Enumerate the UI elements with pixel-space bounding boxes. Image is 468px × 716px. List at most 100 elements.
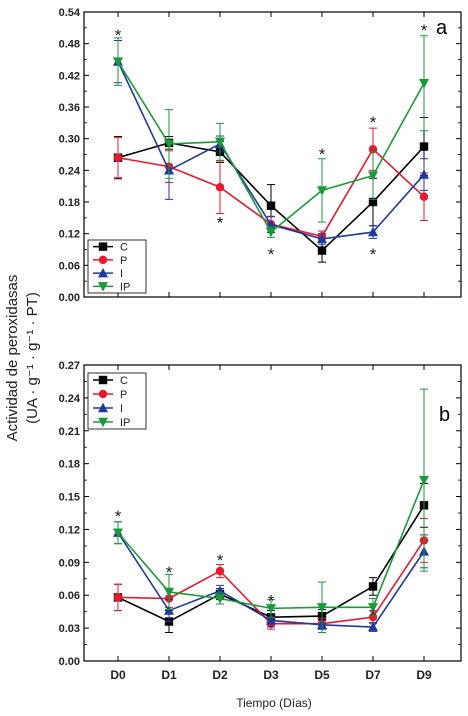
data-point-IP — [164, 587, 174, 598]
data-point-C — [266, 201, 276, 210]
series-IP — [113, 388, 429, 633]
data-point-P — [368, 145, 378, 154]
y-tick-label: 0.15 — [59, 492, 80, 504]
y-tick-label: 0.03 — [59, 623, 80, 635]
data-point-I — [266, 615, 276, 625]
y-tick-label: 0.24 — [59, 393, 81, 405]
panel-label: a — [436, 17, 448, 39]
panel-b: 0.00 0.03 0.06 0.09 0.12 0.15 0.18 0.21 0.24 0.27… — [59, 360, 462, 682]
data-point-IP — [113, 528, 123, 538]
data-point-I — [368, 226, 378, 237]
y-tick-label: 0.36 — [59, 102, 80, 114]
legend-label-I: I — [120, 403, 123, 415]
legend-marker-IP — [98, 282, 108, 292]
data-point-I — [317, 233, 327, 244]
legend-label-P: P — [120, 255, 127, 267]
y-tick-label: 0.54 — [59, 7, 81, 19]
data-point-P — [215, 183, 225, 192]
x-tick-label: D0 — [110, 668, 126, 682]
y-tick-label: 0.00 — [59, 656, 80, 668]
data-point-IP — [113, 57, 123, 67]
legend-box — [87, 372, 147, 430]
data-point-IP — [419, 475, 429, 486]
legend-label-C: C — [120, 242, 128, 254]
y-tick-label: 0.27 — [59, 360, 80, 372]
data-point-IP — [164, 139, 174, 150]
data-point-IP — [215, 594, 225, 604]
legend-marker-IP — [98, 417, 108, 428]
significance-asterisk: * — [319, 145, 326, 164]
data-point-IP — [215, 137, 225, 148]
significance-asterisk: * — [115, 26, 122, 45]
legend-label-P: P — [120, 389, 127, 401]
legend-marker-I — [98, 267, 108, 278]
data-point-IP — [266, 604, 276, 614]
y-tick-label: 0.12 — [59, 524, 80, 536]
y-tick-label: 0.18 — [59, 459, 80, 471]
data-point-IP — [266, 227, 276, 238]
x-axis-label: Tiempo (Días) — [236, 696, 312, 710]
x-tick-label: D1 — [161, 668, 177, 682]
y-tick-label: 0.12 — [59, 229, 80, 241]
significance-asterisk: * — [268, 245, 275, 264]
x-tick-label: D2 — [212, 668, 228, 682]
significance-asterisk: * — [421, 21, 428, 40]
y-tick-label: 0.24 — [59, 165, 81, 177]
significance-asterisk: * — [115, 507, 122, 526]
y-tick-label: 0.18 — [59, 197, 80, 209]
significance-asterisk: * — [370, 245, 377, 264]
series-IP — [113, 35, 429, 238]
legend-label-I: I — [120, 268, 123, 280]
data-point-I — [368, 621, 378, 632]
legend-marker-P — [98, 389, 108, 399]
panel-a: 0.00 0.06 0.12 0.18 0.24 0.30 0.36 0.42 0.48 0.54… — [59, 7, 462, 304]
data-point-IP — [368, 603, 378, 613]
y-tick-label: 0.48 — [59, 39, 80, 51]
y-axis-label-line1: Actividad de peroxidasas — [4, 275, 21, 442]
significance-asterisk: * — [268, 592, 275, 611]
panel-label: b — [439, 404, 450, 426]
y-tick-label: 0.06 — [59, 590, 80, 602]
data-point-P — [113, 153, 123, 162]
significance-asterisk: * — [166, 563, 173, 582]
data-point-P — [419, 192, 429, 201]
significance-asterisk: * — [217, 213, 224, 232]
x-tick-label: D9 — [416, 668, 432, 682]
y-tick-label: 0.09 — [59, 557, 80, 569]
data-point-P — [215, 566, 225, 576]
series-line-IP — [117, 479, 425, 610]
legend-label-IP: IP — [120, 281, 130, 293]
legend-marker-C — [98, 375, 108, 385]
data-point-IP — [419, 79, 429, 89]
data-point-C — [368, 582, 378, 591]
series-C — [113, 117, 429, 263]
data-point-C — [368, 197, 378, 207]
data-point-IP — [317, 603, 327, 613]
y-tick-label: 0.30 — [59, 134, 80, 146]
y-tick-label: 0.06 — [59, 260, 80, 272]
y-axis-label-line2: (UA · g⁻¹ · g⁻¹ · PT) — [24, 292, 41, 424]
data-point-IP — [317, 186, 327, 196]
legend: CPI IP — [87, 372, 147, 430]
data-point-I — [164, 605, 174, 615]
legend-marker-P — [98, 255, 108, 265]
data-point-P — [368, 612, 378, 622]
x-tick-label: D7 — [365, 668, 381, 682]
significance-asterisk: * — [370, 113, 377, 132]
legend-marker-I — [98, 402, 108, 413]
data-point-C — [317, 246, 327, 255]
legend-label-C: C — [120, 375, 128, 387]
data-point-C — [419, 142, 429, 151]
legend-label-IP: IP — [120, 417, 130, 429]
y-tick-label: 0.21 — [59, 426, 80, 438]
data-point-IP — [368, 171, 378, 181]
y-tick-label: 0.42 — [59, 70, 80, 82]
significance-asterisk: * — [217, 551, 224, 570]
significance-asterisk: * — [370, 606, 377, 625]
y-tick-label: 0.00 — [59, 292, 80, 304]
x-tick-label: D5 — [314, 668, 330, 682]
data-point-I — [419, 169, 429, 179]
legend-box — [87, 239, 147, 294]
